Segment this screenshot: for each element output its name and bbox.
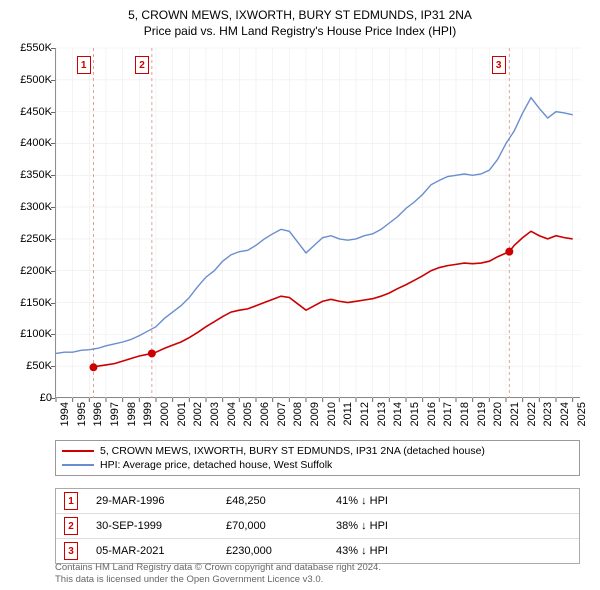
chart-plot-area (55, 48, 580, 398)
x-tick-label: 2016 (426, 402, 438, 426)
sale-price: £70,000 (226, 520, 336, 532)
y-tick-label: £100K (4, 328, 52, 340)
y-tick-label: £250K (4, 233, 52, 245)
x-tick-label: 2009 (309, 402, 321, 426)
y-tick-label: £200K (4, 265, 52, 277)
legend-swatch (62, 450, 94, 452)
y-tick-label: £450K (4, 106, 52, 118)
legend-item: HPI: Average price, detached house, West… (62, 459, 573, 471)
chart-svg (56, 48, 580, 397)
sale-price: £48,250 (226, 495, 336, 507)
sale-diff: 38% ↓ HPI (336, 520, 571, 532)
legend-item: 5, CROWN MEWS, IXWORTH, BURY ST EDMUNDS,… (62, 445, 573, 457)
sale-row-badge: 3 (64, 542, 78, 560)
x-tick-label: 2010 (326, 402, 338, 426)
x-tick-label: 2021 (509, 402, 521, 426)
sales-table: 1 29-MAR-1996£48,25041% ↓ HPI 2 30-SEP-1999… (55, 488, 580, 564)
x-tick-label: 2011 (342, 402, 354, 426)
y-tick-label: £50K (4, 360, 52, 372)
x-tick-label: 2025 (576, 402, 588, 426)
chart-title-address: 5, CROWN MEWS, IXWORTH, BURY ST EDMUNDS,… (10, 8, 590, 22)
x-tick-label: 2005 (242, 402, 254, 426)
legend-label: 5, CROWN MEWS, IXWORTH, BURY ST EDMUNDS,… (100, 445, 485, 457)
x-tick-label: 2023 (542, 402, 554, 426)
footer-attribution: Contains HM Land Registry data © Crown c… (55, 562, 580, 586)
x-tick-label: 2008 (292, 402, 304, 426)
sale-row: 3 05-MAR-2021£230,00043% ↓ HPI (56, 538, 579, 563)
sale-date: 29-MAR-1996 (96, 495, 226, 507)
x-tick-label: 2019 (476, 402, 488, 426)
sale-date: 30-SEP-1999 (96, 520, 226, 532)
sale-row-badge: 1 (64, 492, 78, 510)
y-tick-label: £400K (4, 137, 52, 149)
x-tick-label: 1999 (142, 402, 154, 426)
sale-diff: 41% ↓ HPI (336, 495, 571, 507)
chart-title-block: 5, CROWN MEWS, IXWORTH, BURY ST EDMUNDS,… (0, 0, 600, 42)
y-tick-label: £550K (4, 42, 52, 54)
x-tick-label: 1996 (92, 402, 104, 426)
sale-marker-badge: 1 (77, 56, 91, 74)
x-tick-label: 2024 (559, 402, 571, 426)
y-tick-label: £300K (4, 201, 52, 213)
x-tick-label: 2006 (259, 402, 271, 426)
x-tick-label: 2018 (459, 402, 471, 426)
x-tick-label: 1998 (126, 402, 138, 426)
x-tick-label: 2015 (409, 402, 421, 426)
x-tick-label: 2002 (192, 402, 204, 426)
sale-price: £230,000 (226, 545, 336, 557)
x-tick-label: 2022 (526, 402, 538, 426)
chart-legend: 5, CROWN MEWS, IXWORTH, BURY ST EDMUNDS,… (55, 440, 580, 476)
x-tick-label: 2000 (159, 402, 171, 426)
x-tick-label: 2017 (442, 402, 454, 426)
y-tick-label: £350K (4, 169, 52, 181)
x-tick-label: 1995 (76, 402, 88, 426)
x-tick-label: 2012 (359, 402, 371, 426)
sale-row: 2 30-SEP-1999£70,00038% ↓ HPI (56, 513, 579, 538)
x-tick-label: 2007 (276, 402, 288, 426)
sale-row-badge: 2 (64, 517, 78, 535)
legend-label: HPI: Average price, detached house, West… (100, 459, 332, 471)
x-tick-label: 2014 (392, 402, 404, 426)
x-tick-label: 2004 (226, 402, 238, 426)
sale-row: 1 29-MAR-1996£48,25041% ↓ HPI (56, 489, 579, 513)
footer-line1: Contains HM Land Registry data © Crown c… (55, 562, 580, 574)
sale-date: 05-MAR-2021 (96, 545, 226, 557)
y-tick-label: £0 (4, 392, 52, 404)
x-tick-label: 1994 (59, 402, 71, 426)
x-tick-label: 2001 (176, 402, 188, 426)
legend-swatch (62, 464, 94, 466)
x-tick-label: 2013 (376, 402, 388, 426)
sale-diff: 43% ↓ HPI (336, 545, 571, 557)
y-tick-label: £150K (4, 297, 52, 309)
x-tick-label: 2020 (492, 402, 504, 426)
footer-line2: This data is licensed under the Open Gov… (55, 574, 580, 586)
sale-marker-badge: 2 (135, 56, 149, 74)
x-tick-label: 1997 (109, 402, 121, 426)
y-tick-label: £500K (4, 74, 52, 86)
chart-title-subtitle: Price paid vs. HM Land Registry's House … (10, 24, 590, 38)
sale-marker-badge: 3 (492, 56, 506, 74)
x-tick-label: 2003 (209, 402, 221, 426)
y-tick (51, 398, 55, 399)
